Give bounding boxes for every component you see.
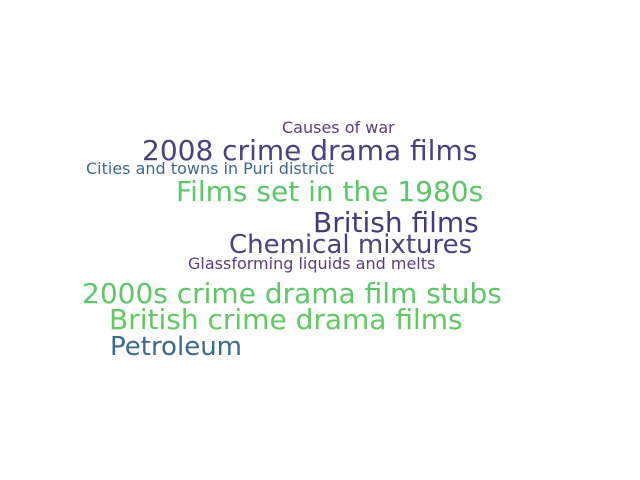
word-british-films: British films <box>313 206 479 239</box>
word-glassforming-liquids-and-melts: Glassforming liquids and melts <box>188 254 436 273</box>
word-2000s-crime-drama-film-stubs: 2000s crime drama film stubs <box>82 277 502 310</box>
word-causes-of-war: Causes of war <box>282 118 395 137</box>
word-cities-and-towns-in-puri-district: Cities and towns in Puri district <box>86 159 335 178</box>
word-chemical-mixtures: Chemical mixtures <box>229 230 473 260</box>
word-petroleum: Petroleum <box>110 332 242 362</box>
word-british-crime-drama-films: British crime drama films <box>109 303 463 336</box>
word-2008-crime-drama-films: 2008 crime drama films <box>142 134 478 167</box>
word-films-set-in-the-1980s: Films set in the 1980s <box>176 175 484 208</box>
